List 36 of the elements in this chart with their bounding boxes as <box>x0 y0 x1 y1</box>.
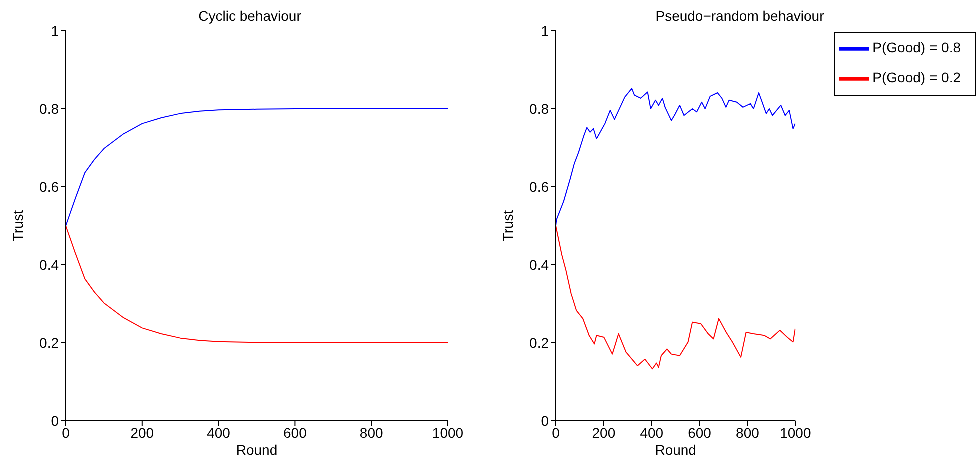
y-tick-label: 0.2 <box>40 334 60 351</box>
y-axis-title: Trust <box>10 210 26 242</box>
line-series <box>556 226 796 370</box>
x-tick-label: 0 <box>62 424 70 441</box>
y-tick-label: 1 <box>541 22 550 39</box>
line-series <box>66 226 448 344</box>
y-tick-label: 0.6 <box>40 178 60 195</box>
line-series <box>66 108 448 226</box>
y-tick-label: 0.8 <box>530 100 550 117</box>
x-axis-title: Round <box>236 442 278 458</box>
x-tick-label: 200 <box>130 424 154 441</box>
y-tick-label: 0 <box>51 412 60 429</box>
line-series <box>556 88 796 226</box>
x-tick-label: 400 <box>640 424 664 441</box>
y-tick-label: 0.6 <box>530 178 550 195</box>
x-tick-label: 0 <box>552 424 560 441</box>
x-tick-label: 1000 <box>432 424 464 441</box>
y-axis-title: Trust <box>500 210 516 242</box>
y-tick-label: 0.2 <box>530 334 550 351</box>
x-tick-label: 600 <box>688 424 712 441</box>
x-tick-label: 800 <box>736 424 760 441</box>
x-tick-label: 800 <box>360 424 384 441</box>
y-tick-label: 0.4 <box>40 256 60 273</box>
y-tick-label: 0.8 <box>40 100 60 117</box>
x-tick-label: 1000 <box>780 424 812 441</box>
legend-label: P(Good) = 0.8 <box>872 40 961 56</box>
x-tick-label: 200 <box>592 424 616 441</box>
x-tick-label: 400 <box>207 424 231 441</box>
legend-label: P(Good) = 0.2 <box>872 70 961 86</box>
x-tick-label: 600 <box>284 424 308 441</box>
x-axis-title: Round <box>655 442 696 458</box>
chart-title: Pseudo−random behaviour <box>654 8 826 24</box>
chart-title: Cyclic behaviour <box>198 8 302 24</box>
y-tick-label: 1 <box>51 22 60 39</box>
y-tick-label: 0 <box>541 412 550 429</box>
y-tick-label: 0.4 <box>530 256 550 273</box>
